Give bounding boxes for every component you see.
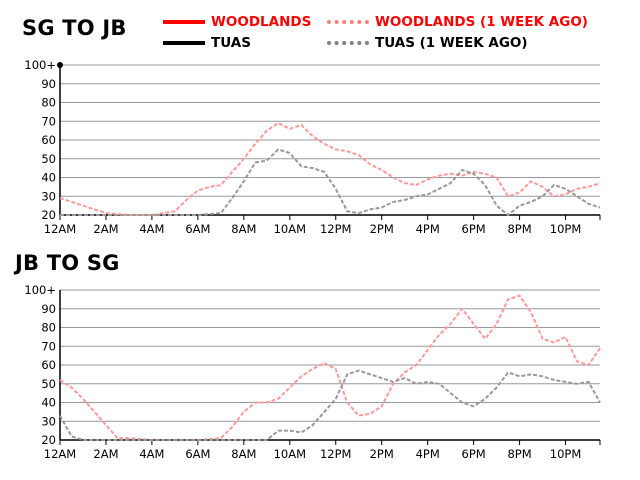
chart1-y-tick-label: 70 bbox=[41, 339, 56, 353]
legend-tuas: TUAS bbox=[163, 35, 251, 51]
chart1-y-tick-label: 30 bbox=[41, 414, 56, 428]
chart0-x-tick-label: 12AM bbox=[44, 222, 76, 236]
chart0-top-marker bbox=[57, 62, 63, 68]
chart0-y-tick-label: 30 bbox=[41, 189, 56, 203]
legend-woodlands-week-swatch bbox=[327, 20, 369, 24]
chart1-x-tick-label: 12PM bbox=[320, 447, 352, 461]
chart0-y-tick-label: 40 bbox=[41, 171, 56, 185]
chart0-x-tick-label: 6AM bbox=[185, 222, 210, 236]
chart0-series-line-tuas-week bbox=[60, 148, 601, 216]
chart1-y-tick-label: 20 bbox=[41, 433, 56, 447]
chart0-x-tick-label: 4AM bbox=[139, 222, 164, 236]
chart1-x-tick-label: 2PM bbox=[370, 447, 394, 461]
chart1-x-tick-label: 12AM bbox=[44, 447, 76, 461]
chart1-x-tick-label: 10AM bbox=[274, 447, 306, 461]
legend-woodlands-label: WOODLANDS bbox=[211, 14, 312, 30]
legend-woodlands-week-label: WOODLANDS (1 WEEK AGO) bbox=[375, 14, 588, 30]
chart0-x-tick-label: 10AM bbox=[274, 222, 306, 236]
chart1-y-tick-label: 60 bbox=[41, 358, 56, 372]
chart0-y-tick-label: 100+ bbox=[24, 58, 56, 72]
chart0-y-tick-label: 90 bbox=[41, 77, 56, 91]
legend: WOODLANDS WOODLANDS (1 WEEK AGO) TUAS TU… bbox=[163, 12, 633, 52]
chart0-y-tick-label: 60 bbox=[41, 133, 56, 147]
chart1-x-tick-label: 8PM bbox=[507, 447, 531, 461]
chart0-x-tick-label: 10PM bbox=[550, 222, 582, 236]
legend-tuas-week-swatch bbox=[327, 41, 369, 45]
chart1-x-tick-label: 10PM bbox=[550, 447, 582, 461]
chart1-x-tick-label: 2AM bbox=[93, 447, 118, 461]
legend-tuas-swatch bbox=[163, 41, 205, 45]
legend-tuas-label: TUAS bbox=[211, 35, 251, 51]
chart0-x-tick-label: 8AM bbox=[231, 222, 256, 236]
chart1-y-tick-label: 40 bbox=[41, 396, 56, 410]
chart1-y-tick-label: 100+ bbox=[24, 283, 56, 297]
chart0-series-line-woodlands-week bbox=[59, 122, 601, 216]
chart1-x-tick-label: 6PM bbox=[462, 447, 486, 461]
chart1-y-tick-label: 80 bbox=[41, 321, 56, 335]
chart1-series-line-tuas-week bbox=[59, 369, 601, 441]
chart0-x-tick-label: 6PM bbox=[462, 222, 486, 236]
chart1-y-tick-label: 50 bbox=[41, 377, 56, 391]
chart1-x-tick-label: 8AM bbox=[231, 447, 256, 461]
chart0-y-tick-label: 20 bbox=[41, 208, 56, 222]
chart0-y-tick-label: 70 bbox=[41, 114, 56, 128]
legend-tuas-week: TUAS (1 WEEK AGO) bbox=[327, 35, 528, 51]
chart0-x-tick-label: 12PM bbox=[320, 222, 352, 236]
chart1-series-line-woodlands-week bbox=[59, 294, 601, 441]
chart-title-sg-to-jb: SG TO JB bbox=[22, 16, 127, 40]
chart0-x-tick-label: 4PM bbox=[416, 222, 440, 236]
chart0-y-tick-label: 80 bbox=[41, 96, 56, 110]
legend-woodlands-week: WOODLANDS (1 WEEK AGO) bbox=[327, 14, 588, 30]
legend-woodlands-swatch bbox=[163, 20, 205, 24]
chart1-x-tick-label: 4AM bbox=[139, 447, 164, 461]
chart0-x-tick-label: 2AM bbox=[93, 222, 118, 236]
chart-title-jb-to-sg: JB TO SG bbox=[15, 251, 120, 275]
chart1-x-tick-label: 6AM bbox=[185, 447, 210, 461]
chart0-x-tick-label: 2PM bbox=[370, 222, 394, 236]
chart1-y-tick-label: 90 bbox=[41, 302, 56, 316]
chart1-x-tick-label: 4PM bbox=[416, 447, 440, 461]
chart0-x-tick-label: 8PM bbox=[507, 222, 531, 236]
legend-woodlands: WOODLANDS bbox=[163, 14, 311, 30]
legend-tuas-week-label: TUAS (1 WEEK AGO) bbox=[375, 35, 528, 51]
chart0-y-tick-label: 50 bbox=[41, 152, 56, 166]
